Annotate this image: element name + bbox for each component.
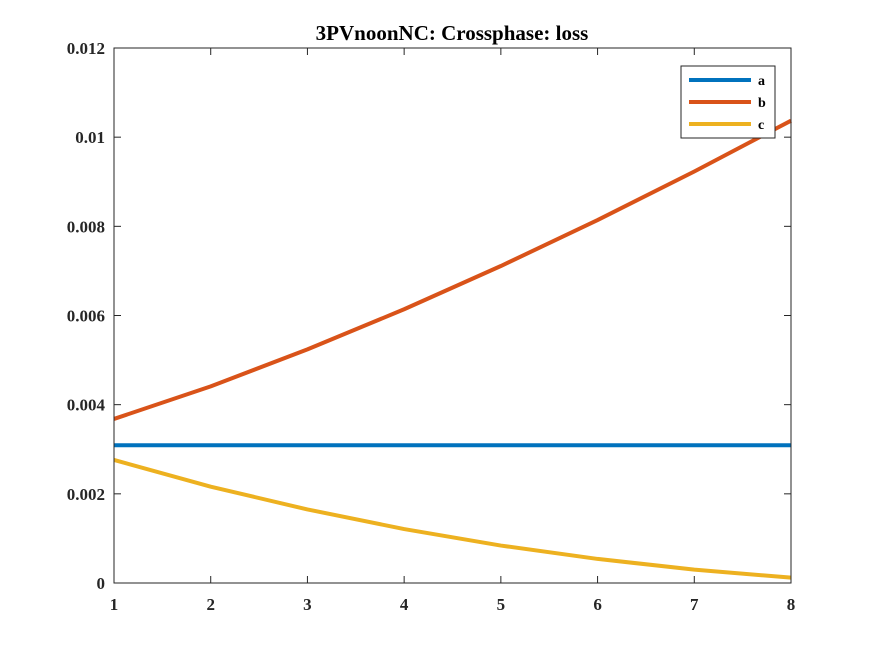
legend: abc [680,65,776,139]
axes-layer: 1 2 3 4 5 6 7 8 0 0.002 0.004 0.006 0.008 0.01 0.012 [67,39,796,614]
y-tick-label: 0 [97,574,106,593]
y-tick-label: 0.002 [67,485,105,504]
series-line-b [113,118,792,421]
x-tick-label: 8 [787,595,796,614]
x-tick-label: 7 [690,595,699,614]
y-tick-label: 0.004 [67,396,106,415]
legend-label-a: a [758,74,765,89]
series-line-c [113,458,792,580]
x-tick-label: 4 [400,595,409,614]
y-tick-label: 0.012 [67,39,105,58]
y-tick-label: 0.01 [75,128,105,147]
plot-area [114,48,791,583]
x-tick-label: 3 [303,595,312,614]
x-tick-label: 1 [110,595,119,614]
series-layer [113,118,792,580]
chart-title: 3PVnoonNC: Crossphase: loss [316,21,589,45]
y-tick-label: 0.006 [67,307,105,326]
legend-label-c: c [758,118,764,133]
x-tick-label: 6 [593,595,602,614]
x-tick-label: 5 [497,595,506,614]
x-tick-label: 2 [206,595,215,614]
legend-label-b: b [758,96,766,111]
y-tick-label: 0.008 [67,217,105,236]
